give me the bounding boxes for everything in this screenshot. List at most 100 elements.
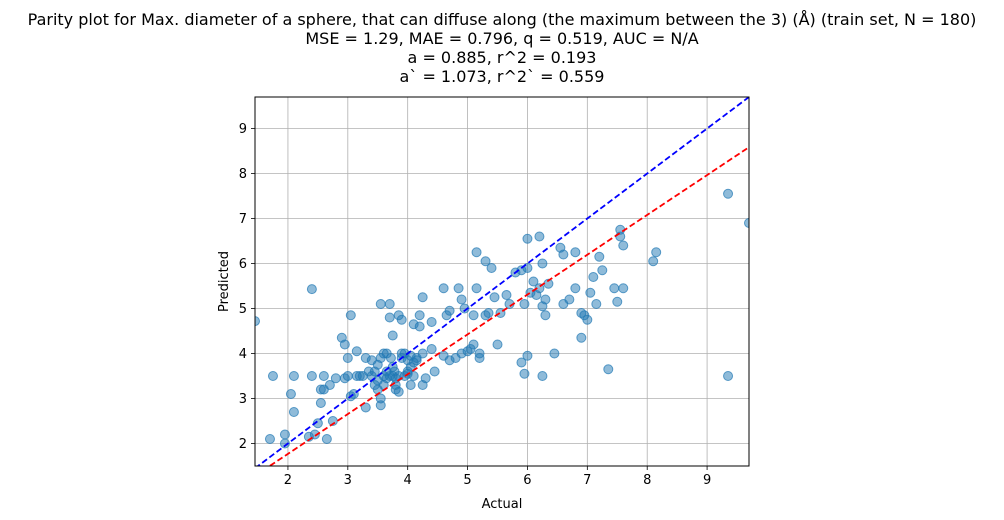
data-points (255, 188, 749, 449)
data-point (318, 371, 329, 381)
data-point (429, 366, 440, 377)
data-point (468, 310, 479, 321)
data-point (576, 332, 587, 343)
data-point (480, 256, 491, 267)
data-point (471, 283, 482, 294)
y-tick-label: 8 (239, 167, 247, 182)
title-line-4: a` = 1.073, r^2` = 0.559 (399, 67, 605, 86)
y-tick-label: 2 (239, 437, 247, 452)
data-point (420, 373, 431, 384)
data-point (459, 303, 470, 314)
y-tick-label: 5 (239, 302, 247, 317)
data-point (468, 339, 479, 350)
y-tick-label: 7 (239, 212, 247, 227)
data-point (315, 398, 326, 408)
chart-title: Parity plot for Max. diameter of a spher… (0, 10, 1004, 86)
data-point (408, 371, 419, 381)
data-point (312, 418, 323, 429)
data-point (324, 380, 335, 390)
data-point (486, 263, 497, 273)
y-tick-label: 4 (239, 347, 247, 362)
fit-lines (256, 97, 749, 466)
y-tick-label: 3 (239, 392, 247, 407)
data-point (603, 364, 614, 375)
data-point (411, 355, 422, 366)
data-point (537, 371, 548, 381)
data-point (570, 247, 581, 258)
data-point (438, 283, 449, 294)
data-point (417, 348, 428, 359)
data-point (360, 402, 371, 413)
data-point (288, 407, 299, 417)
x-tick-label: 9 (703, 473, 711, 488)
data-point (492, 339, 503, 350)
data-point (483, 308, 494, 318)
data-point (396, 314, 407, 325)
y-ticks: 2 3 4 5 6 7 8 9 (239, 122, 255, 452)
data-point (594, 251, 605, 262)
title-line-2: MSE = 1.29, MAE = 0.796, q = 0.519, AUC … (305, 29, 699, 48)
data-point (426, 317, 437, 327)
title-line-1: Parity plot for Max. diameter of a spher… (27, 10, 977, 29)
data-point (385, 353, 396, 363)
data-point (375, 393, 386, 404)
data-point (309, 429, 320, 440)
data-point (384, 299, 395, 309)
data-point (570, 283, 581, 294)
data-point (330, 373, 341, 384)
data-point (609, 283, 620, 294)
data-point (339, 339, 350, 350)
data-point (612, 296, 623, 307)
data-point (537, 258, 548, 269)
data-point (744, 218, 749, 228)
y-tick-label: 6 (239, 257, 247, 272)
identity-line (256, 97, 749, 466)
data-point (540, 310, 551, 321)
data-point (618, 283, 629, 294)
data-point (345, 310, 356, 321)
y-tick-label: 9 (239, 122, 247, 137)
data-point (597, 265, 608, 276)
data-point (426, 344, 437, 354)
data-point (564, 294, 575, 305)
data-point (648, 256, 659, 267)
data-point (405, 380, 416, 390)
x-tick-label: 6 (523, 473, 531, 488)
data-point (375, 299, 386, 309)
data-point (723, 188, 734, 199)
plot-frame (254, 96, 750, 467)
data-point (453, 283, 464, 294)
data-point (267, 371, 278, 381)
data-point (342, 371, 353, 381)
title-line-3: a = 0.885, r^2 = 0.193 (407, 48, 597, 67)
grid-lines (255, 97, 749, 466)
data-point (351, 346, 362, 357)
data-point (540, 294, 551, 305)
x-tick-label: 7 (583, 473, 591, 488)
x-tick-label: 5 (463, 473, 471, 488)
data-point (582, 314, 593, 325)
data-point (588, 272, 599, 282)
data-point (384, 312, 395, 323)
data-point (288, 371, 299, 381)
data-point (414, 321, 425, 332)
data-point (306, 371, 317, 381)
data-point (585, 287, 596, 298)
data-point (528, 276, 539, 287)
data-point (489, 292, 500, 303)
data-point (393, 386, 404, 397)
x-tick-label: 4 (404, 473, 412, 488)
data-point (618, 240, 629, 251)
data-point (591, 299, 602, 309)
data-point (534, 231, 545, 242)
x-ticks: 2 3 4 5 6 7 8 9 (284, 466, 711, 488)
x-axis-label: Actual (482, 497, 523, 512)
data-point (651, 247, 662, 258)
data-point (264, 434, 275, 444)
data-point (474, 353, 485, 363)
data-point (723, 371, 734, 381)
data-point (414, 310, 425, 321)
data-point (522, 350, 533, 361)
data-point (519, 299, 530, 309)
data-point (519, 368, 530, 379)
